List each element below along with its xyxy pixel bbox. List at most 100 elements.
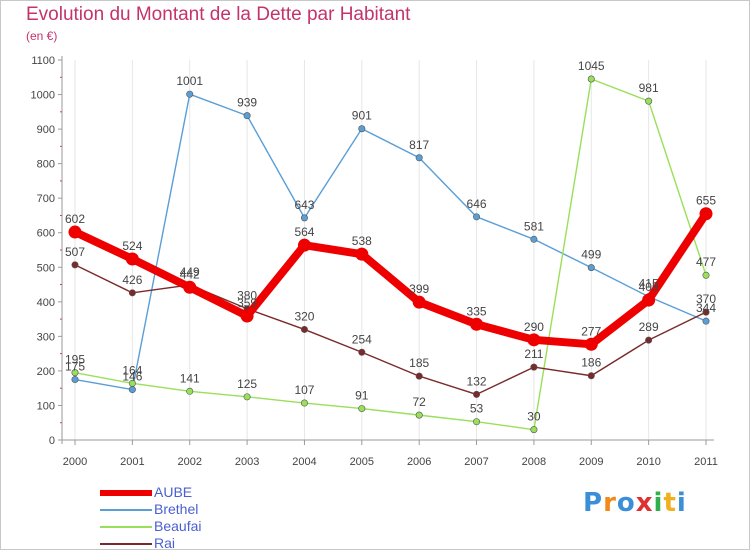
x-tick-label: 2010 — [636, 456, 660, 468]
legend-label: AUBE — [154, 484, 193, 500]
data-point — [358, 405, 366, 413]
logo-letter: x — [635, 488, 654, 518]
data-label: 524 — [122, 239, 142, 253]
x-tick-label: 2005 — [350, 456, 374, 468]
data-point — [128, 379, 136, 387]
logo-letter: o — [616, 488, 636, 518]
data-point — [186, 90, 194, 98]
data-label: 1001 — [176, 74, 203, 88]
data-point — [645, 97, 653, 105]
y-tick-label: 1100 — [31, 55, 55, 67]
legend-swatch — [100, 526, 152, 528]
chart-title: Evolution du Montant de la Dette par Hab… — [26, 4, 411, 25]
data-point — [415, 372, 423, 380]
data-point — [473, 390, 481, 398]
series-line-aube — [71, 209, 710, 349]
x-tick-label: 2008 — [522, 456, 546, 468]
logo-letter: i — [676, 488, 687, 518]
data-point — [412, 295, 426, 309]
legend-label: Beaufai — [154, 518, 202, 534]
data-label: 30 — [527, 410, 541, 424]
data-point — [300, 325, 308, 333]
logo-letter: i — [653, 488, 664, 518]
data-label: 125 — [237, 377, 257, 391]
logo-letter: r — [603, 488, 617, 518]
y-tick-label: 200 — [37, 366, 55, 378]
data-point — [243, 112, 251, 120]
data-label: 380 — [237, 289, 257, 303]
data-label: 655 — [696, 194, 716, 208]
data-label: 290 — [524, 320, 544, 334]
data-point — [473, 213, 481, 221]
data-label: 91 — [355, 389, 369, 403]
data-label: 53 — [470, 402, 484, 416]
data-point — [358, 348, 366, 356]
data-point — [645, 336, 653, 344]
x-tick-label: 2004 — [292, 456, 316, 468]
data-label: 132 — [467, 374, 487, 388]
legend-label: Brethel — [154, 501, 199, 517]
data-label: 107 — [294, 383, 314, 397]
data-point — [128, 289, 136, 297]
data-point — [584, 337, 598, 351]
data-point — [702, 271, 710, 279]
data-point — [530, 363, 538, 371]
x-tick-label: 2006 — [407, 456, 431, 468]
y-tick-label: 400 — [37, 297, 55, 309]
data-point — [415, 154, 423, 162]
x-tick-label: 2007 — [464, 456, 488, 468]
series-line-beaufai — [74, 78, 707, 431]
data-point — [473, 418, 481, 426]
data-label: 901 — [352, 109, 372, 123]
x-tick-label: 2009 — [579, 456, 603, 468]
x-tick-label: 2000 — [63, 456, 87, 468]
data-point — [642, 293, 656, 307]
proxiti-logo: Proxiti — [583, 488, 687, 518]
data-point — [68, 225, 82, 239]
data-label: 602 — [65, 212, 85, 226]
data-label: 581 — [524, 219, 544, 233]
data-label: 981 — [639, 81, 659, 95]
data-label: 507 — [65, 245, 85, 259]
x-tick-label: 2001 — [120, 456, 144, 468]
data-point — [358, 125, 366, 133]
data-label: 141 — [180, 371, 200, 385]
data-label: 211 — [524, 347, 543, 361]
chart-subtitle: (en €) — [26, 29, 58, 43]
x-tick-label: 2002 — [177, 456, 201, 468]
data-label: 477 — [696, 255, 716, 269]
data-point — [415, 411, 423, 419]
data-label: 426 — [122, 273, 142, 287]
data-label: 442 — [180, 267, 200, 281]
data-label: 335 — [467, 304, 487, 318]
data-label: 449 — [180, 265, 200, 279]
y-tick-label: 500 — [37, 262, 55, 274]
data-label: 643 — [294, 198, 314, 212]
logo-letter: P — [583, 488, 604, 518]
legend-swatch — [100, 543, 152, 545]
data-label: 186 — [581, 356, 601, 370]
data-point — [699, 207, 713, 221]
data-point — [183, 280, 197, 294]
x-tick-label: 2011 — [694, 456, 718, 468]
data-point — [128, 386, 136, 394]
data-point — [125, 252, 139, 266]
legend-swatch — [100, 509, 152, 511]
data-label: 538 — [352, 234, 372, 248]
y-tick-label: 800 — [37, 159, 55, 171]
data-point — [71, 376, 79, 384]
y-tick-label: 900 — [37, 124, 55, 136]
axes: 0 100 200 300 400 500 600 700 800 900 1000 1100 2000… — [31, 55, 718, 468]
data-label: 415 — [639, 277, 659, 291]
data-label: 164 — [122, 363, 142, 377]
data-point — [240, 309, 254, 323]
data-label: 564 — [294, 225, 314, 239]
logo-letter: t — [663, 488, 677, 518]
y-tick-label: 600 — [37, 228, 55, 240]
data-label: 405 — [639, 280, 659, 294]
data-label: 72 — [413, 395, 427, 409]
data-label: 359 — [237, 296, 257, 310]
data-point — [243, 393, 251, 401]
data-point — [71, 369, 79, 377]
data-label: 939 — [237, 96, 257, 110]
